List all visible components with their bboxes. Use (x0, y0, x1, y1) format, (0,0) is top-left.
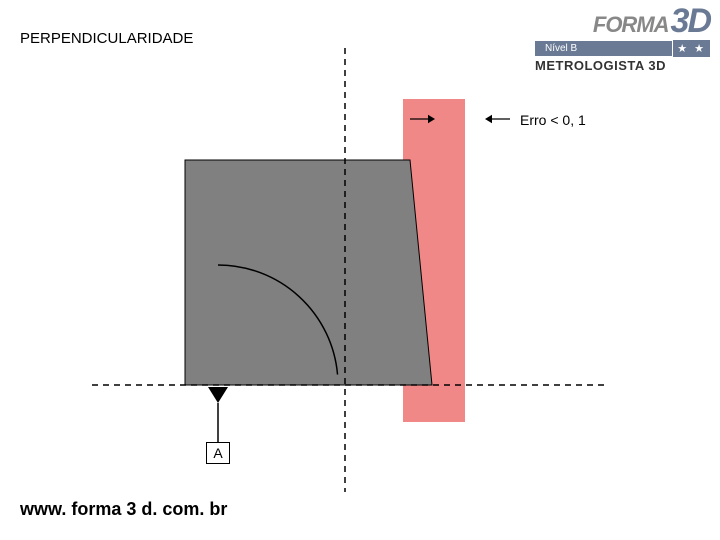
datum-triangle (208, 387, 228, 403)
datum-triangle-symbol (208, 387, 228, 442)
error-label: Erro < 0, 1 (520, 112, 586, 128)
workpiece-block (185, 160, 432, 385)
perpendicularity-diagram (0, 0, 720, 540)
website-url: www. forma 3 d. com. br (20, 499, 227, 520)
error-arrow-right-head (485, 115, 492, 123)
datum-label-box: A (206, 442, 230, 464)
